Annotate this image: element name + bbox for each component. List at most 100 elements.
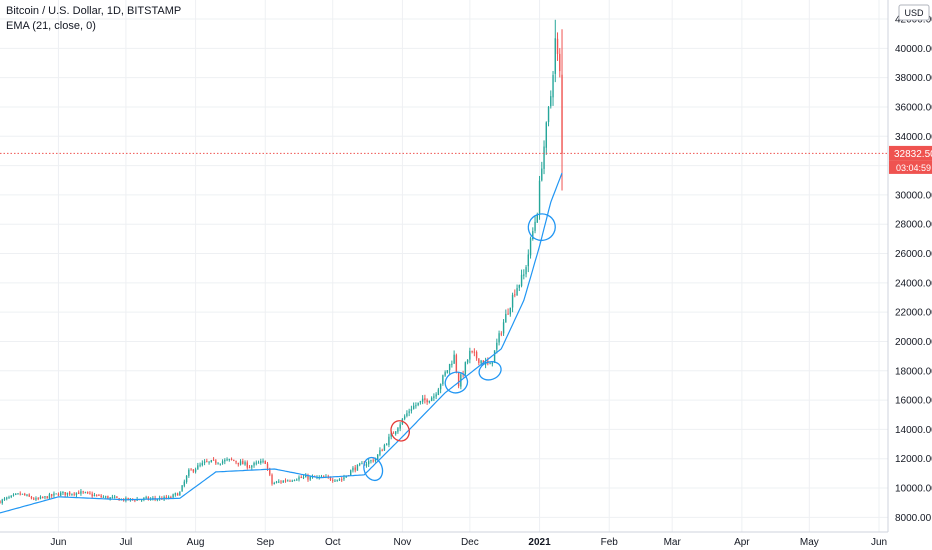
candle-body [341, 479, 343, 481]
candle-body [507, 313, 509, 315]
candle-body [62, 492, 64, 494]
candle-body [473, 351, 476, 353]
candle-body [352, 467, 354, 471]
candle-body [354, 467, 356, 471]
candle-body [237, 462, 239, 465]
y-tick-label: 24000.00 [895, 278, 932, 289]
candle-body [367, 461, 370, 465]
candle-body [356, 464, 359, 471]
countdown-label: 03:04:59 [896, 163, 931, 173]
candle-body [73, 493, 75, 495]
candle-body [66, 492, 69, 495]
candle-body [233, 459, 235, 461]
x-tick-label: Dec [461, 537, 479, 548]
candle-body [361, 463, 363, 465]
candle-body [46, 496, 48, 499]
candle-body [134, 499, 136, 501]
candle-body [376, 454, 379, 460]
candle-body [275, 481, 278, 483]
candle-body [435, 394, 437, 397]
candle-body [111, 496, 114, 498]
candle-body [226, 459, 228, 461]
candle-body [244, 462, 246, 465]
candle-body [80, 491, 82, 494]
candle-body [500, 333, 503, 335]
candle-body [469, 350, 471, 360]
y-tick-label: 38000.00 [895, 73, 932, 84]
candle-body [394, 431, 397, 434]
candle-body [305, 475, 307, 478]
x-tick-label: Aug [187, 537, 205, 548]
candle-body [332, 479, 334, 481]
candle-body [385, 444, 388, 446]
candle-body [197, 465, 199, 470]
candle-body [6, 497, 8, 499]
candle-body [307, 475, 309, 480]
candle-body [381, 450, 383, 452]
y-tick-label: 28000.00 [895, 220, 932, 231]
candle-body [536, 214, 538, 223]
candle-body [478, 358, 480, 363]
candle-body [428, 400, 431, 403]
candle-body [192, 469, 195, 472]
x-tick-label: Mar [664, 537, 682, 548]
candle-body [296, 479, 298, 481]
candle-body [242, 460, 244, 465]
candle-body [358, 463, 361, 465]
candle-body [12, 494, 15, 496]
candle-body [300, 476, 302, 478]
candle-body [217, 463, 219, 465]
y-tick-label: 16000.00 [895, 396, 932, 407]
candle-body [293, 480, 296, 482]
candle-body [60, 492, 62, 496]
candle-body [30, 496, 33, 499]
candle-body [408, 411, 410, 413]
candle-body [498, 333, 500, 343]
candle-body [514, 294, 516, 296]
candle-body [291, 480, 293, 482]
candle-body [57, 493, 60, 496]
currency-badge[interactable] [898, 4, 930, 21]
candle-body [323, 476, 325, 478]
candle-body [55, 493, 57, 495]
chart-legend: Bitcoin / U.S. Dollar, 1D, BITSTAMP EMA … [6, 4, 181, 34]
annotation-ellipse [363, 456, 384, 482]
candle-body [53, 493, 55, 496]
candle-body [44, 496, 46, 498]
candle-body [343, 477, 345, 480]
candle-body [282, 480, 284, 483]
candle-body [230, 458, 233, 460]
candle-body [185, 475, 188, 482]
candle-body [84, 492, 87, 494]
candle-body [338, 479, 341, 481]
candle-body [183, 481, 186, 486]
candle-body [89, 492, 91, 494]
candle-body [235, 461, 237, 463]
candle-body [550, 96, 552, 107]
candle-body [520, 274, 523, 286]
y-tick-label: 14000.00 [895, 425, 932, 436]
x-tick-label: Jul [119, 537, 132, 548]
candle-body [543, 146, 545, 169]
symbol-title: Bitcoin / U.S. Dollar, 1D, BITSTAMP [6, 5, 182, 17]
candle-body [448, 363, 451, 370]
candle-body [1, 499, 3, 504]
candle-body [93, 494, 96, 496]
candle-body [278, 481, 280, 483]
candle-body [10, 495, 12, 497]
candle-body [516, 288, 518, 296]
last-price-badge [889, 145, 932, 161]
y-tick-label: 30000.00 [895, 190, 932, 201]
candle-body [26, 494, 28, 496]
candle-body [502, 322, 505, 334]
candle-body [109, 497, 111, 499]
candle-body [383, 445, 386, 451]
candle-body [82, 491, 84, 493]
candle-body [509, 307, 512, 315]
candle-body [165, 496, 168, 499]
candle-body [210, 460, 213, 462]
candle-body [547, 106, 550, 123]
y-tick-label: 10000.00 [895, 484, 932, 495]
